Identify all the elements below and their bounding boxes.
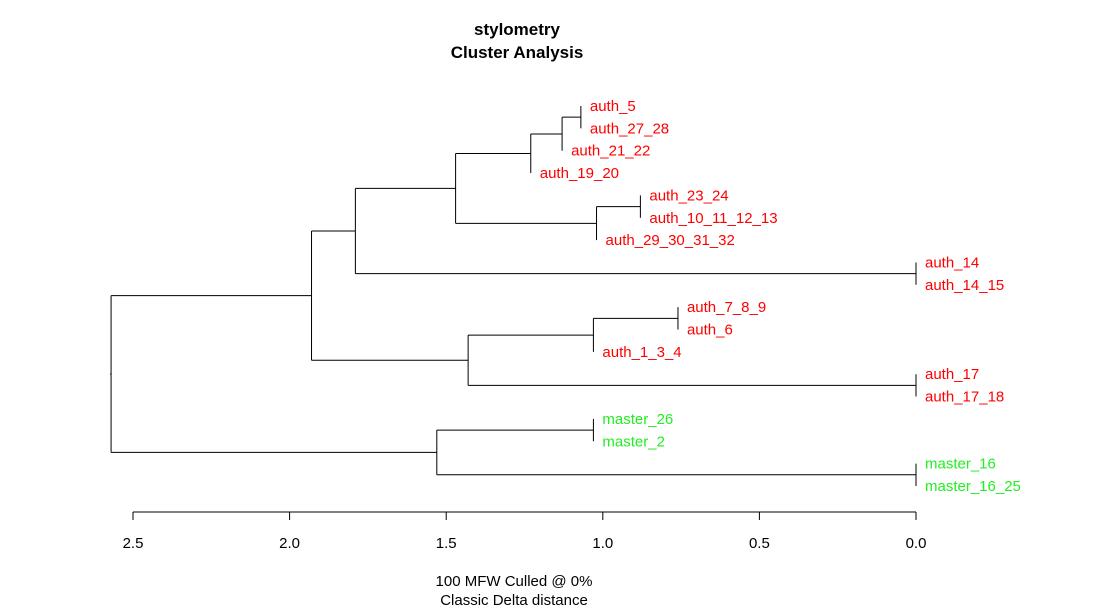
dendrogram-branches bbox=[110, 106, 917, 486]
caption-line-2: Classic Delta distance bbox=[440, 592, 588, 609]
x-tick-label: 1.5 bbox=[436, 535, 457, 552]
chart-title-line-1: stylometry bbox=[474, 20, 561, 39]
leaf-label-auth-17: auth_17 bbox=[925, 366, 979, 383]
x-tick-label: 2.5 bbox=[123, 535, 144, 552]
caption-line-1: 100 MFW Culled @ 0% bbox=[436, 573, 593, 590]
leaf-label-auth-19-20: auth_19_20 bbox=[540, 165, 619, 182]
leaf-label-auth-29-30-31-32: auth_29_30_31_32 bbox=[606, 232, 735, 249]
x-tick-label: 1.0 bbox=[592, 535, 613, 552]
leaf-label-master-16-25: master_16_25 bbox=[925, 478, 1021, 495]
leaf-label-auth-17-18: auth_17_18 bbox=[925, 389, 1004, 406]
leaf-label-auth-7-8-9: auth_7_8_9 bbox=[687, 299, 766, 316]
x-axis: 2.5 2.0 1.5 1.0 0.5 0.0 bbox=[123, 511, 927, 552]
x-tick-label: 0.0 bbox=[906, 535, 927, 552]
leaf-label-master-26: master_26 bbox=[602, 411, 673, 428]
x-tick-label: 2.0 bbox=[279, 535, 300, 552]
leaf-label-master-16: master_16 bbox=[925, 456, 996, 473]
leaf-label-auth-23-24: auth_23_24 bbox=[649, 187, 728, 204]
leaf-label-auth-1-3-4: auth_1_3_4 bbox=[602, 344, 681, 361]
leaf-label-auth-21-22: auth_21_22 bbox=[571, 143, 650, 160]
leaf-label-auth-14: auth_14 bbox=[925, 254, 979, 271]
leaf-label-master-2: master_2 bbox=[602, 433, 665, 450]
leaf-label-auth-6: auth_6 bbox=[687, 322, 733, 339]
leaf-label-auth-27-28: auth_27_28 bbox=[590, 120, 669, 137]
chart-title-line-2: Cluster Analysis bbox=[451, 43, 584, 62]
leaf-label-auth-14-15: auth_14_15 bbox=[925, 277, 1004, 294]
leaf-label-auth-10-11-12-13: auth_10_11_12_13 bbox=[649, 210, 777, 227]
x-tick-label: 0.5 bbox=[749, 535, 770, 552]
leaf-labels: auth_5 auth_27_28 auth_21_22 auth_19_20auth… bbox=[540, 98, 1021, 495]
leaf-label-auth-5: auth_5 bbox=[590, 98, 636, 115]
